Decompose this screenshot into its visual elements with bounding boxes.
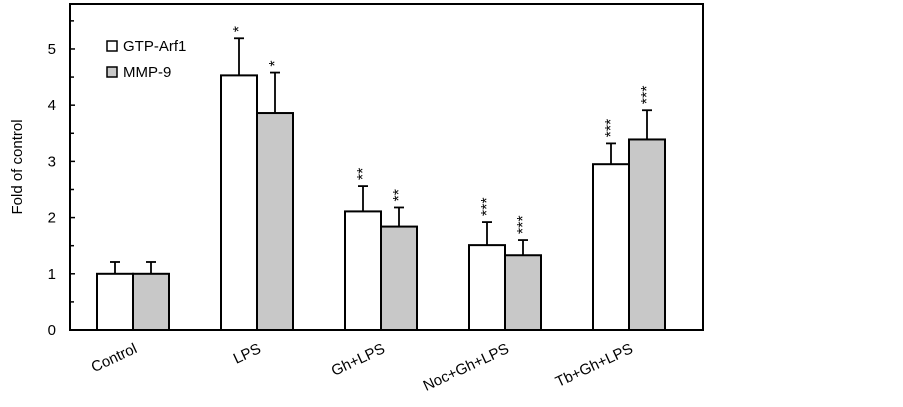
bar-mmp-9-lps — [256, 112, 294, 331]
bar-gtp-arf1-gh-lps — [344, 210, 382, 331]
bar-mmp-9-control — [132, 272, 170, 331]
x-tick-label: LPS — [231, 340, 264, 367]
legend-label-mmp-9: MMP-9 — [123, 64, 171, 81]
bar-gtp-arf1-control — [96, 272, 134, 331]
bar-mmp-9-gh-lps — [380, 225, 418, 332]
y-tick-label: 2 — [48, 210, 56, 227]
legend-swatch-mmp-9 — [106, 66, 118, 78]
bar-mmp-9-noc-gh-lps — [504, 254, 542, 331]
y-tick-label: 0 — [48, 322, 56, 339]
significance-marker: *** — [603, 119, 620, 138]
significance-marker: *** — [515, 215, 532, 234]
legend-label-gtp-arf1: GTP-Arf1 — [123, 38, 186, 55]
legend: GTP-Arf1 MMP-9 — [106, 38, 186, 81]
x-tick-label: Control — [89, 340, 140, 376]
bar-mmp-9-tb-gh-lps — [628, 138, 666, 331]
significance-marker: ** — [355, 168, 372, 180]
x-tick-label: Tb+Gh+LPS — [553, 340, 636, 391]
y-tick-label: 3 — [48, 153, 56, 170]
significance-marker: *** — [479, 197, 496, 216]
significance-marker: * — [267, 60, 284, 66]
y-tick-label: 4 — [48, 97, 56, 114]
significance-marker: * — [231, 26, 248, 32]
y-axis-label: Fold of control — [9, 119, 26, 214]
y-tick-label: 1 — [48, 266, 56, 283]
bar-gtp-arf1-noc-gh-lps — [468, 244, 506, 331]
x-tick-label: Noc+Gh+LPS — [421, 340, 512, 395]
plot-frame — [69, 3, 704, 331]
legend-swatch-gtp-arf1 — [106, 40, 118, 52]
bar-gtp-arf1-lps — [220, 74, 258, 332]
bar-gtp-arf1-tb-gh-lps — [592, 163, 630, 331]
y-tick-label: 5 — [48, 41, 56, 58]
x-tick-label: Gh+LPS — [329, 340, 388, 380]
significance-marker: ** — [391, 189, 408, 201]
significance-marker: *** — [639, 86, 656, 105]
